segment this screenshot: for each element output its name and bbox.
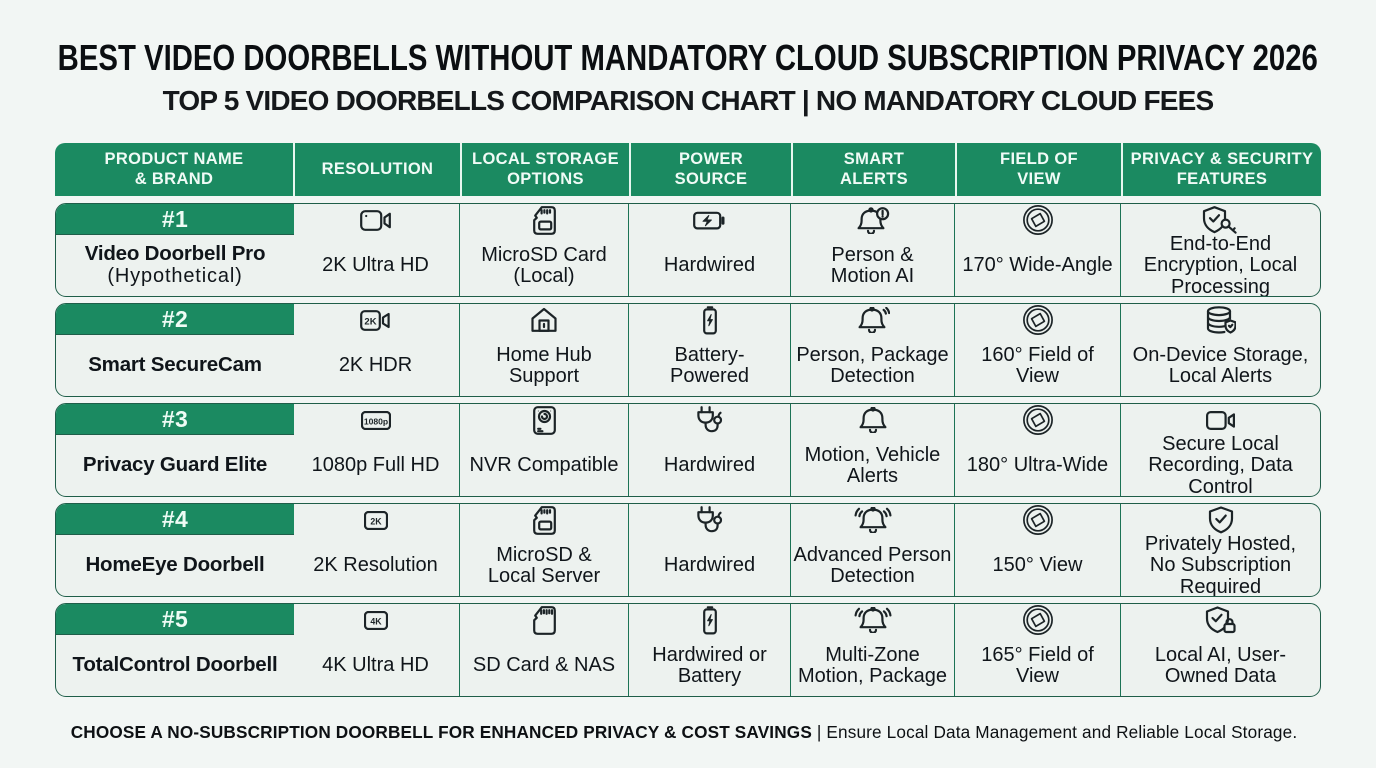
svg-text:2K: 2K — [364, 316, 376, 327]
svg-text:2K: 2K — [370, 516, 382, 526]
svg-text:4K: 4K — [370, 616, 382, 626]
svg-text:1080p: 1080p — [363, 416, 387, 426]
